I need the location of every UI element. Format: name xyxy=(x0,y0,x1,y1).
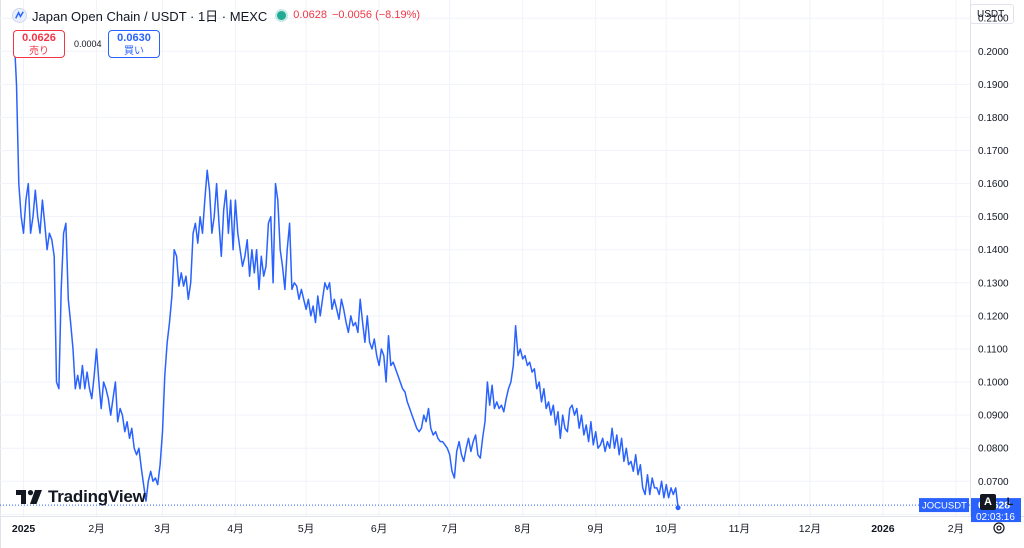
market-open-status-icon xyxy=(277,10,287,20)
auto-scale-button[interactable]: A xyxy=(980,494,996,510)
x-tick-label: 2026 xyxy=(871,523,895,535)
y-tick-label: 0.1800 xyxy=(978,113,1009,124)
y-tick-label: 0.1000 xyxy=(978,378,1009,389)
sell-button[interactable]: 0.0626 売り xyxy=(13,30,65,58)
log-scale-button[interactable]: L xyxy=(1006,496,1014,508)
y-tick-label: 0.1600 xyxy=(978,179,1009,190)
grid xyxy=(0,0,970,516)
y-tick-label: 0.0800 xyxy=(978,444,1009,455)
chart-header: Japan Open Chain / USDT · 1日 · MEXC 0.06… xyxy=(12,6,420,24)
x-tick-label: 6月 xyxy=(371,523,387,535)
x-tick-label: 5月 xyxy=(298,523,314,535)
y-axis[interactable]: 0.06000.07000.08000.09000.10000.11000.12… xyxy=(978,14,1009,521)
x-tick-label: 10月 xyxy=(655,523,677,535)
x-axis[interactable]: 2025 2月 3月 4月 5月 6月 7月 8月 9月 10月 11月 12月 2026 2月 xyxy=(12,523,964,535)
y-tick-label: 0.1400 xyxy=(978,245,1009,256)
y-tick-label: 0.1300 xyxy=(978,278,1009,289)
y-tick-label: 0.2100 xyxy=(978,14,1009,25)
x-tick-label: 9月 xyxy=(587,523,603,535)
y-tick-label: 0.0900 xyxy=(978,411,1009,422)
header-price-change: −0.0056 (−8.19%) xyxy=(331,9,421,21)
y-tick-label: 0.1700 xyxy=(978,146,1009,157)
currency-unit-button[interactable]: USDT xyxy=(970,4,1014,24)
spread-value: 0.0004 xyxy=(74,39,102,49)
x-tick-label: 8月 xyxy=(514,523,530,535)
y-tick-label: 0.2000 xyxy=(978,47,1009,58)
x-tick-label: 2月 xyxy=(948,523,964,535)
sell-price: 0.0626 xyxy=(22,32,56,44)
sell-label: 売り xyxy=(29,46,49,57)
tradingview-mark-icon xyxy=(16,490,42,504)
price-tag-symbol-box xyxy=(919,498,969,513)
header-last-price: 0.0628 xyxy=(293,9,327,21)
last-price-dot xyxy=(675,505,681,511)
buy-label: 買い xyxy=(124,46,144,57)
price-tag-symbol: JOCUSDT xyxy=(922,501,967,512)
buy-button[interactable]: 0.0630 買い xyxy=(108,30,160,58)
x-tick-label: 2025 xyxy=(12,523,36,535)
buy-price: 0.0630 xyxy=(117,32,151,44)
y-tick-label: 0.1900 xyxy=(978,80,1009,91)
exchange-logo-icon xyxy=(12,7,27,23)
price-tag-countdown: 02:03:16 xyxy=(976,512,1015,523)
x-tick-label: 3月 xyxy=(154,523,170,535)
x-tick-label: 12月 xyxy=(799,523,821,535)
x-tick-label: 2月 xyxy=(88,523,104,535)
y-tick-label: 0.1200 xyxy=(978,311,1009,322)
y-tick-label: 0.1100 xyxy=(978,344,1008,355)
x-tick-label: 11月 xyxy=(729,523,750,535)
tradingview-wordmark: TradingView xyxy=(48,487,146,506)
x-tick-label: 4月 xyxy=(227,523,243,535)
price-series-line xyxy=(13,34,679,508)
x-tick-label: 7月 xyxy=(442,523,458,535)
symbol-title[interactable]: Japan Open Chain / USDT · 1日 · MEXC xyxy=(32,8,268,24)
settings-gear-icon[interactable] xyxy=(992,521,1006,535)
y-tick-label: 0.0700 xyxy=(978,477,1009,488)
y-tick-label: 0.1500 xyxy=(978,212,1009,223)
tradingview-logo[interactable]: TradingView xyxy=(16,487,146,507)
